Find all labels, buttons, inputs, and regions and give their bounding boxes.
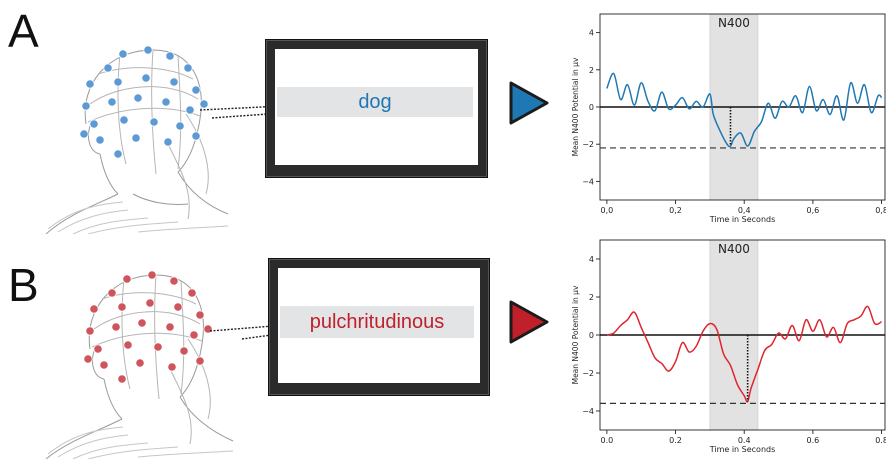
electrode <box>107 97 117 107</box>
series-line <box>606 72 883 148</box>
electrode <box>133 93 143 103</box>
electrode <box>118 49 128 59</box>
electrode <box>79 129 89 139</box>
electrode <box>165 51 175 61</box>
panel-b: B pulchritudinous N400 −4 −2 0 2 4 0.0 0.2 0.4 0.… <box>0 229 886 459</box>
electrode <box>191 131 201 141</box>
y-axis-label: Mean N400 Potential in μv <box>571 57 580 156</box>
electrode <box>141 73 151 83</box>
x-tick-label: 0,0 <box>601 206 614 215</box>
electrode <box>117 374 127 384</box>
electrode <box>175 121 185 131</box>
x-tick-label: 0,2 <box>669 206 682 215</box>
electrode <box>169 276 179 286</box>
electrode <box>111 322 121 332</box>
electrode <box>185 105 195 115</box>
electrode <box>199 99 209 109</box>
electrode <box>187 288 197 298</box>
panel-a: A dog <box>0 0 886 234</box>
x-tick-label: 0,8 <box>875 206 886 215</box>
n400-window-label: N400 <box>718 242 750 256</box>
series-line <box>606 305 882 403</box>
electrode <box>122 274 132 284</box>
electrode <box>107 288 117 298</box>
electrode <box>173 302 183 312</box>
electrode <box>119 115 129 125</box>
electrode <box>195 356 205 366</box>
n400-window-label: N400 <box>718 16 750 30</box>
electrode <box>117 302 127 312</box>
electrode <box>93 344 103 354</box>
electrode <box>153 342 163 352</box>
play-arrow-icon <box>509 300 549 344</box>
y-tick-label: 0 <box>589 103 594 112</box>
x-tick-label: 0.2 <box>669 436 682 445</box>
y-tick-label: 0 <box>589 331 594 340</box>
electrode <box>95 135 105 145</box>
electrode <box>85 79 95 89</box>
electrode <box>167 362 177 372</box>
electrode <box>113 77 123 87</box>
x-axis-label: Time in Seconds <box>709 215 776 224</box>
y-tick-label: 4 <box>589 29 594 38</box>
eeg-head-sketch <box>45 270 234 459</box>
stimulus-monitor: pulchritudinous <box>268 258 490 396</box>
electrode <box>183 63 193 73</box>
electrode <box>195 310 205 320</box>
eeg-head-sketch <box>45 45 229 234</box>
panel-letter: A <box>8 5 39 57</box>
x-tick-label: 0.8 <box>875 436 886 445</box>
y-tick-label: −4 <box>582 177 594 186</box>
x-tick-label: 0.6 <box>807 436 820 445</box>
x-tick-label: 0.0 <box>601 436 614 445</box>
electrode <box>165 322 175 332</box>
electrode <box>145 298 155 308</box>
stimulus-monitor: dog <box>265 39 488 178</box>
electrode <box>131 133 141 143</box>
electrode <box>103 63 113 73</box>
electrode <box>85 326 95 336</box>
stimulus-word: pulchritudinous <box>309 310 445 333</box>
electrode <box>147 270 157 280</box>
electrode <box>149 117 159 127</box>
word-strip: pulchritudinous <box>280 306 474 338</box>
electrode <box>89 119 99 129</box>
electrode <box>113 149 123 159</box>
electrode <box>99 360 109 370</box>
stimulus-word: dog <box>358 90 392 113</box>
electrode <box>161 97 171 107</box>
n400-chart-b: N400 −4 −2 0 2 4 0.0 0.2 0.4 0.6 0.8 Time in Second… <box>571 239 886 454</box>
x-axis-label: Time in Seconds <box>709 445 776 454</box>
electrode <box>137 318 147 328</box>
electrode <box>135 358 145 368</box>
y-tick-label: −2 <box>582 140 594 149</box>
electrode <box>191 85 201 95</box>
panel-letter: B <box>8 259 39 311</box>
electrode <box>123 340 133 350</box>
x-tick-label: 0,6 <box>807 206 820 215</box>
word-strip: dog <box>277 87 473 117</box>
electrode <box>83 354 93 364</box>
y-tick-label: 4 <box>589 255 594 264</box>
y-axis-label: Mean N400 Potential in μv <box>571 285 580 384</box>
electrode <box>179 346 189 356</box>
y-tick-label: −4 <box>582 407 594 416</box>
electrode <box>163 137 173 147</box>
electrode <box>143 45 153 55</box>
n400-chart-a: N400 −4 −2 0 2 4 0,0 0,2 0,4 0,6 0,8 Time in Second… <box>571 13 886 224</box>
electrode <box>89 304 99 314</box>
x-tick-label: 0,4 <box>738 206 751 215</box>
play-arrow-icon <box>509 81 549 125</box>
y-tick-label: 2 <box>589 293 594 302</box>
electrode <box>81 101 91 111</box>
x-tick-label: 0.4 <box>738 436 751 445</box>
electrode <box>189 330 199 340</box>
y-tick-label: 2 <box>589 66 594 75</box>
electrode <box>169 77 179 87</box>
y-tick-label: −2 <box>582 369 594 378</box>
